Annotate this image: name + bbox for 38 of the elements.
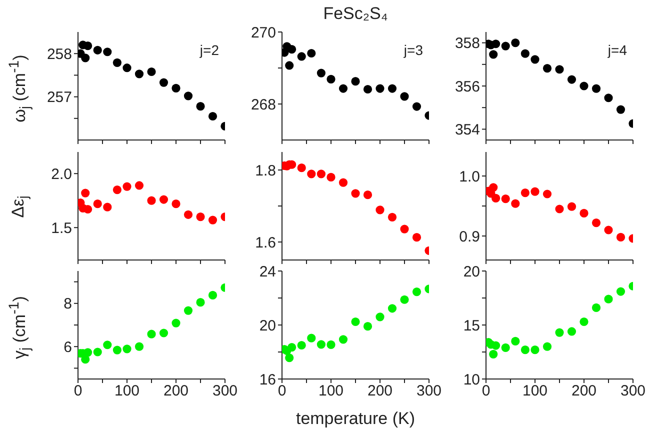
- x-tick-label: 200: [367, 382, 393, 400]
- x-tick-label: 200: [571, 382, 597, 400]
- y-tick-label: 0.9: [459, 228, 480, 246]
- y-tick-label: 356: [454, 78, 480, 96]
- y-tick-label: 268: [250, 96, 276, 114]
- x-tick-label: 0: [278, 382, 286, 400]
- y-tick-label: 257: [46, 89, 72, 106]
- y-tick-label: 6: [64, 338, 72, 356]
- x-tick-label: 0: [482, 382, 490, 400]
- y-tick-label: 16: [259, 371, 276, 388]
- y-tick-label: 1.0: [459, 168, 480, 186]
- y-tick-label: 1.8: [255, 162, 276, 180]
- y-tick-label: 15: [463, 317, 480, 334]
- y-tick-label: 1.6: [255, 234, 276, 252]
- y-tick-label: 2.0: [51, 166, 72, 183]
- x-tick-label: 100: [318, 382, 344, 400]
- y-tick-label: 354: [454, 122, 480, 139]
- annotation: j=2: [200, 42, 219, 58]
- y-tick-label: 10: [463, 371, 480, 388]
- y-tick-label: 20: [463, 263, 480, 280]
- annotation: j=4: [608, 42, 627, 58]
- x-tick-label: 0: [74, 382, 82, 400]
- annotation: j=3: [404, 42, 423, 58]
- y-tick-label: 20: [259, 317, 276, 334]
- chart-title: FeSc₂S₄: [322, 4, 389, 24]
- x-tick-label: 100: [522, 382, 548, 400]
- x-tick-label: 300: [212, 382, 238, 400]
- y-tick-label: 1.5: [51, 220, 72, 237]
- y-tick-label: 270: [250, 24, 276, 42]
- y-tick-label: 24: [259, 263, 276, 280]
- x-tick-label: 300: [416, 382, 442, 400]
- x-tick-label: 100: [114, 382, 140, 400]
- x-tick-label: 200: [163, 382, 189, 400]
- x-tick-label: 300: [620, 382, 646, 400]
- x-axis-title: temperature (K): [294, 409, 416, 429]
- y-tick-label: 358: [454, 35, 480, 52]
- y-tick-label: 8: [64, 296, 72, 313]
- y-tick-label: 258: [46, 46, 72, 63]
